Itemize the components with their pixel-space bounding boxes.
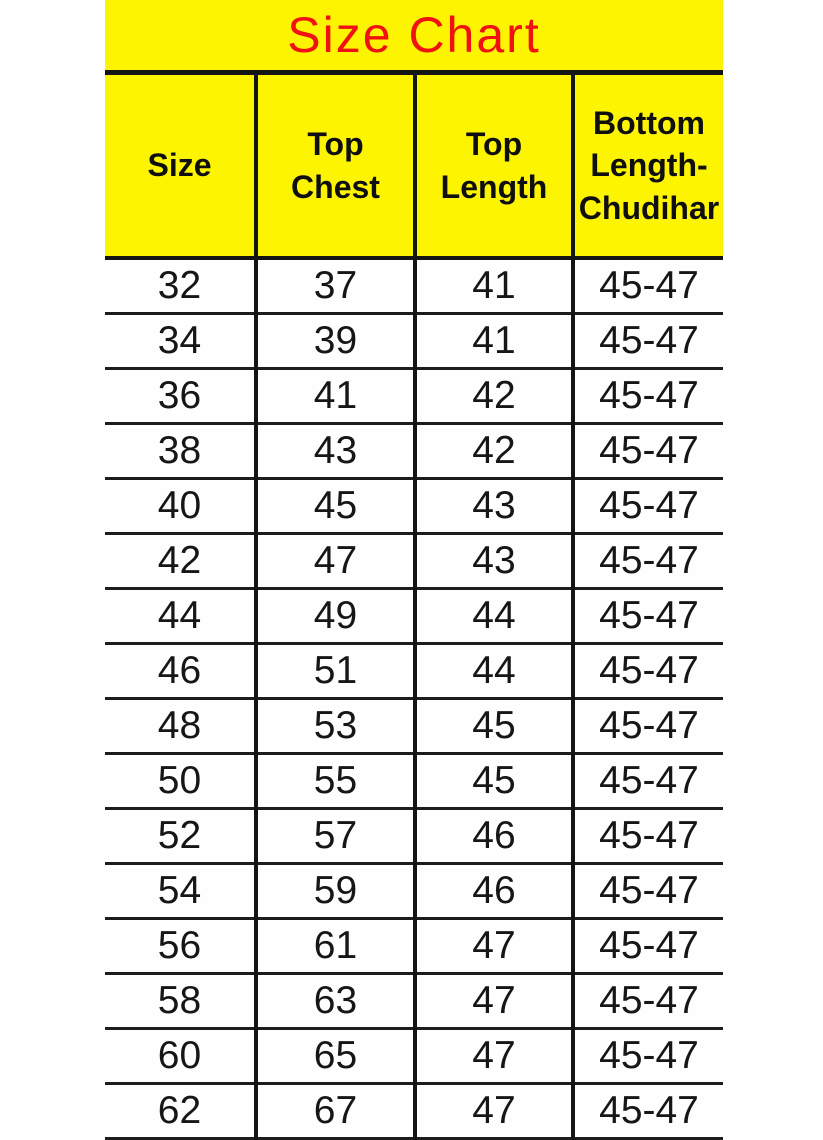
cell-size: 46 [105, 643, 256, 700]
table-row: 34 39 41 45-47 [105, 313, 723, 370]
cell-top_length: 44 [413, 588, 573, 645]
cell-size: 48 [105, 698, 256, 755]
cell-bottom_length_chudihar: 45-47 [571, 698, 723, 755]
cell-top_length: 41 [413, 258, 573, 315]
cell-top_length: 46 [413, 863, 573, 920]
cell-bottom_length_chudihar: 45-47 [571, 368, 723, 425]
cell-size: 58 [105, 973, 256, 1030]
column-header-line: Top [307, 126, 364, 163]
cell-top_chest: 45 [254, 478, 415, 535]
cell-top_length: 43 [413, 533, 573, 590]
table-row: 36 41 42 45-47 [105, 368, 723, 425]
cell-size: 44 [105, 588, 256, 645]
cell-top_chest: 63 [254, 973, 415, 1030]
size-chart-title: Size Chart [287, 7, 541, 63]
cell-size: 38 [105, 423, 256, 480]
cell-top_chest: 47 [254, 533, 415, 590]
cell-size: 56 [105, 918, 256, 975]
cell-bottom_length_chudihar: 45-47 [571, 313, 723, 370]
cell-size: 50 [105, 753, 256, 810]
cell-bottom_length_chudihar: 45-47 [571, 643, 723, 700]
cell-size: 54 [105, 863, 256, 920]
cell-top_chest: 57 [254, 808, 415, 865]
table-row: 40 45 43 45-47 [105, 478, 723, 535]
cell-bottom_length_chudihar: 45-47 [571, 258, 723, 315]
cell-top_length: 41 [413, 313, 573, 370]
table-row: 38 43 42 45-47 [105, 423, 723, 480]
table-row: 56 61 47 45-47 [105, 918, 723, 975]
table-row: 60 65 47 45-47 [105, 1028, 723, 1085]
column-header-line: Bottom [593, 105, 705, 142]
cell-top_chest: 55 [254, 753, 415, 810]
cell-top_chest: 61 [254, 918, 415, 975]
size-chart-table: Size Top Chest Top Length Bottom Length- Chudih… [105, 75, 723, 1140]
column-header-line: Length [440, 168, 548, 205]
table-row: 32 37 41 45-47 [105, 258, 723, 315]
cell-bottom_length_chudihar: 45-47 [571, 533, 723, 590]
cell-top_length: 45 [413, 698, 573, 755]
cell-size: 60 [105, 1028, 256, 1085]
column-header-bottom_length_chudihar: Bottom Length- Chudihar [571, 75, 723, 260]
cell-bottom_length_chudihar: 45-47 [571, 753, 723, 810]
table-body: 32 37 41 45-47 34 39 41 45-47 36 41 42 45-47 38 43 42 4… [105, 258, 723, 1140]
cell-top_length: 46 [413, 808, 573, 865]
column-header-line: Length- [590, 147, 708, 184]
column-header-line: Size [147, 147, 212, 184]
cell-size: 40 [105, 478, 256, 535]
table-row: 44 49 44 45-47 [105, 588, 723, 645]
cell-size: 52 [105, 808, 256, 865]
cell-size: 36 [105, 368, 256, 425]
table-row: 48 53 45 45-47 [105, 698, 723, 755]
cell-bottom_length_chudihar: 45-47 [571, 588, 723, 645]
table-row: 54 59 46 45-47 [105, 863, 723, 920]
cell-top_length: 42 [413, 423, 573, 480]
cell-bottom_length_chudihar: 45-47 [571, 1028, 723, 1085]
cell-bottom_length_chudihar: 45-47 [571, 423, 723, 480]
size-chart-title-bar: Size Chart [105, 0, 723, 75]
table-row: 62 67 47 45-47 [105, 1083, 723, 1140]
cell-top_chest: 67 [254, 1083, 415, 1140]
column-header-top_chest: Top Chest [254, 75, 415, 260]
cell-top_length: 44 [413, 643, 573, 700]
cell-top_length: 47 [413, 1028, 573, 1085]
column-header-line: Chest [291, 168, 380, 205]
cell-top_chest: 41 [254, 368, 415, 425]
cell-top_length: 45 [413, 753, 573, 810]
cell-top_chest: 43 [254, 423, 415, 480]
cell-top_length: 42 [413, 368, 573, 425]
table-row: 46 51 44 45-47 [105, 643, 723, 700]
table-row: 58 63 47 45-47 [105, 973, 723, 1030]
cell-bottom_length_chudihar: 45-47 [571, 478, 723, 535]
cell-bottom_length_chudihar: 45-47 [571, 808, 723, 865]
cell-top_length: 47 [413, 973, 573, 1030]
size-chart: Size Chart Size Top Chest Top Length Bottom Le… [105, 0, 723, 1140]
cell-top_length: 47 [413, 1083, 573, 1140]
header-row: Size Top Chest Top Length Bottom Length- Chudih… [105, 75, 723, 260]
cell-top_length: 47 [413, 918, 573, 975]
column-header-line: Chudihar [578, 189, 720, 226]
cell-size: 32 [105, 258, 256, 315]
table-row: 52 57 46 45-47 [105, 808, 723, 865]
cell-top_chest: 51 [254, 643, 415, 700]
cell-bottom_length_chudihar: 45-47 [571, 1083, 723, 1140]
cell-top_chest: 49 [254, 588, 415, 645]
cell-top_chest: 53 [254, 698, 415, 755]
cell-top_chest: 59 [254, 863, 415, 920]
cell-size: 62 [105, 1083, 256, 1140]
cell-top_chest: 65 [254, 1028, 415, 1085]
table-row: 50 55 45 45-47 [105, 753, 723, 810]
column-header-top_length: Top Length [413, 75, 573, 260]
cell-top_chest: 37 [254, 258, 415, 315]
column-header-size: Size [105, 75, 256, 260]
table-row: 42 47 43 45-47 [105, 533, 723, 590]
cell-bottom_length_chudihar: 45-47 [571, 863, 723, 920]
cell-size: 34 [105, 313, 256, 370]
cell-top_length: 43 [413, 478, 573, 535]
cell-bottom_length_chudihar: 45-47 [571, 973, 723, 1030]
cell-bottom_length_chudihar: 45-47 [571, 918, 723, 975]
column-header-line: Top [465, 126, 523, 163]
cell-size: 42 [105, 533, 256, 590]
cell-top_chest: 39 [254, 313, 415, 370]
